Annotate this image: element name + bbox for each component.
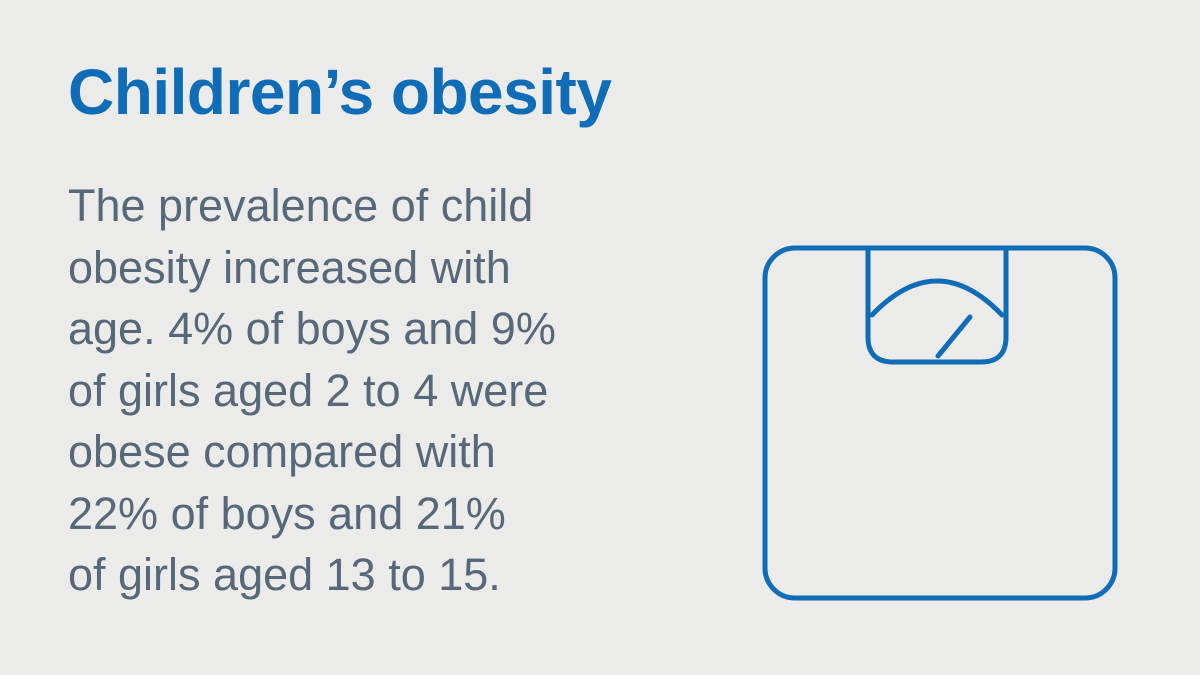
- body-line: obese compared with: [68, 426, 496, 477]
- weighing-scale-icon: [762, 245, 1118, 601]
- body-line: obesity increased with: [68, 241, 511, 293]
- body-text: The prevalence of child obesity increase…: [68, 175, 708, 606]
- body-line: age. 4% of boys and 9%: [68, 303, 556, 354]
- scale-needle: [935, 314, 973, 359]
- page-title: Children’s obesity: [68, 56, 612, 128]
- body-line: The prevalence of child: [68, 180, 534, 231]
- body-line: of girls aged 2 to 4 were: [68, 364, 549, 416]
- scale-body: [762, 245, 1118, 601]
- scale-dial-housing: [865, 245, 1009, 365]
- scale-dial-arc: [869, 278, 1005, 318]
- body-line: 22% of boys and 21%: [68, 487, 506, 539]
- body-line: of girls aged 13 to 15.: [68, 549, 501, 600]
